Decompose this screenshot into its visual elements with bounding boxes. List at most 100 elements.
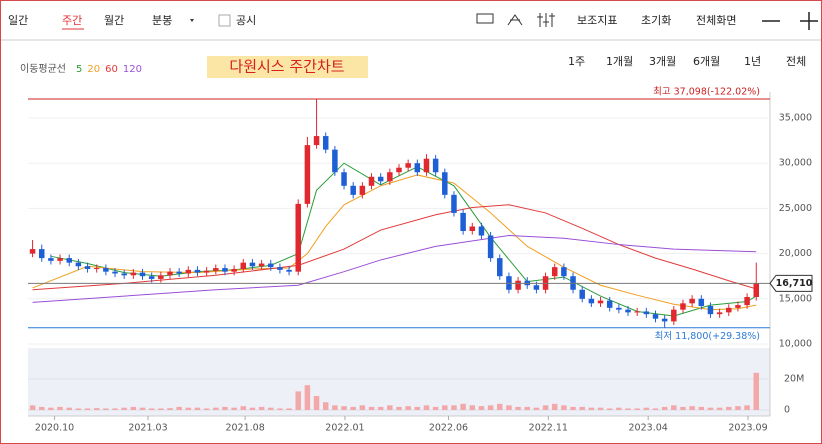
volume-bar: [561, 405, 567, 410]
candle-body: [442, 172, 448, 195]
volume-bar: [313, 396, 320, 410]
volume-bar: [213, 407, 219, 410]
candle-body: [680, 303, 686, 310]
volume-bar: [231, 407, 237, 410]
volume-bar: [753, 372, 760, 410]
volume-bar: [698, 406, 705, 410]
checkbox[interactable]: [218, 14, 231, 27]
dropdown-arrow[interactable]: [190, 19, 194, 22]
tool-button[interactable]: 전체화면: [696, 14, 736, 27]
volume-bar: [680, 406, 686, 410]
candle-body: [735, 305, 741, 308]
volume-bar: [57, 406, 63, 410]
y-tick-label: 35,000: [779, 113, 812, 124]
zoom-in[interactable]: [800, 12, 818, 30]
candle-body: [103, 268, 109, 272]
range-button[interactable]: 6개월: [693, 55, 720, 68]
candle-body: [112, 271, 118, 274]
candle-body: [148, 276, 155, 279]
candle-body: [515, 280, 521, 290]
candle-body: [634, 311, 640, 313]
volume-bar: [478, 406, 485, 410]
range-button[interactable]: 3개월: [649, 55, 676, 68]
range-button[interactable]: 1년: [744, 55, 761, 68]
volume-bar: [515, 406, 521, 410]
candle-body: [286, 269, 292, 272]
candle-body: [48, 258, 54, 261]
candle-body: [414, 163, 421, 173]
volume-panel: [28, 348, 770, 416]
period-tab[interactable]: 일간: [8, 13, 28, 27]
volume-bar: [643, 407, 650, 410]
candle-body: [579, 289, 585, 299]
volume-bar: [744, 405, 750, 410]
candle-body: [176, 271, 182, 274]
volume-bar: [634, 408, 640, 410]
period-tab[interactable]: 주간: [62, 14, 82, 27]
candle-body: [341, 172, 347, 186]
icon-indicator[interactable]: [537, 13, 555, 27]
volume-bar: [341, 406, 347, 410]
x-tick-label: 2022.06: [429, 423, 468, 434]
tool-button[interactable]: 보조지표: [577, 14, 617, 27]
candle-body: [387, 172, 393, 182]
volume-bar: [139, 407, 146, 410]
legend-entry: 20: [87, 64, 100, 75]
candle-body: [597, 300, 604, 304]
volume-bar: [579, 406, 585, 410]
volume-bar: [286, 408, 292, 410]
x-tick-label: 2021.08: [225, 423, 264, 434]
period-tab[interactable]: 월간: [104, 14, 124, 27]
volume-bar: [112, 408, 118, 410]
icon-draw[interactable]: [507, 14, 523, 26]
volume-bar: [29, 405, 36, 410]
volume-bar: [268, 407, 274, 410]
icon-comment[interactable]: [476, 13, 494, 24]
volume-bar: [304, 385, 311, 410]
volume-bar: [551, 403, 558, 410]
candle-body: [231, 268, 237, 272]
candle-body: [625, 309, 631, 313]
volume-bar: [442, 405, 448, 410]
candle-body: [295, 203, 301, 272]
range-button[interactable]: 1주: [568, 55, 585, 68]
candle-body: [716, 312, 723, 315]
volume-bar: [726, 406, 732, 410]
disclosure-label[interactable]: 공시: [236, 14, 256, 27]
range-button[interactable]: 1개월: [606, 55, 633, 68]
y-tick-label: 10,000: [779, 339, 812, 350]
candle-body: [753, 283, 760, 297]
volume-bar: [497, 403, 503, 410]
candle-body: [368, 176, 375, 186]
candle-body: [671, 309, 677, 322]
chart-title: 다원시스 주간차트: [229, 58, 344, 76]
volume-bar: [405, 406, 411, 410]
tool-button[interactable]: 초기화: [641, 14, 671, 27]
legend-entry: 120: [123, 64, 142, 75]
candle-body: [130, 272, 137, 276]
y-tick-label: 15,000: [779, 293, 812, 304]
candle-body: [487, 235, 494, 259]
volume-bar: [350, 406, 356, 410]
volume-bar: [93, 408, 100, 410]
volume-bar: [240, 406, 247, 410]
title-box: [207, 56, 368, 78]
candle-body: [268, 263, 274, 268]
volume-bar: [625, 408, 631, 410]
volume-bar: [103, 408, 109, 410]
volume-bar: [84, 408, 91, 410]
volume-bar: [295, 391, 301, 410]
period-tab[interactable]: 분봉: [152, 14, 172, 27]
volume-bar: [423, 405, 430, 410]
candle-body: [213, 268, 219, 271]
candle-body: [377, 176, 384, 182]
volume-bar: [176, 406, 182, 410]
last-price-label: 16,710: [776, 278, 813, 289]
volume-bar: [671, 405, 677, 410]
candle-body: [606, 300, 613, 308]
range-button[interactable]: 전체: [786, 55, 806, 68]
volume-bar: [368, 406, 375, 410]
candle-body: [158, 275, 164, 279]
candle-body: [258, 263, 265, 267]
volume-bar: [277, 408, 283, 410]
